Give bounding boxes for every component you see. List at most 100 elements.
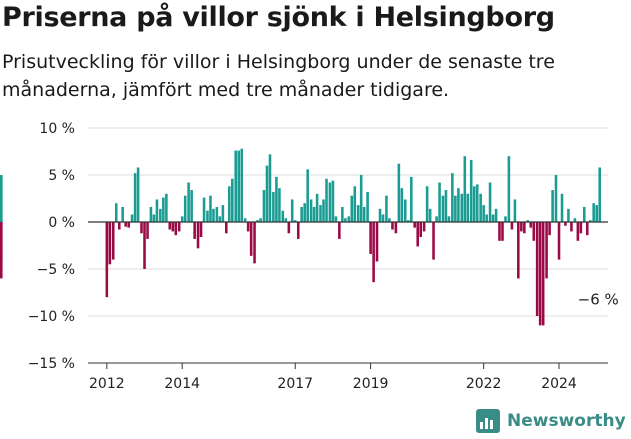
bar — [369, 222, 372, 254]
bar — [381, 214, 385, 222]
bar — [149, 206, 153, 222]
bar — [425, 186, 429, 222]
bar — [526, 220, 530, 222]
bar — [359, 175, 363, 222]
bar — [243, 218, 247, 222]
bar — [419, 222, 423, 238]
y-tick-label: 0 % — [48, 215, 75, 231]
bar — [315, 193, 319, 222]
bar — [501, 222, 504, 241]
bar — [545, 222, 548, 279]
bar — [196, 222, 200, 249]
bar — [567, 208, 570, 222]
x-tick-label: 2022 — [466, 376, 502, 392]
bar — [190, 190, 193, 222]
bar — [272, 191, 275, 222]
bar — [290, 199, 294, 222]
bar — [589, 220, 592, 222]
bar — [523, 222, 526, 234]
bar — [303, 203, 306, 222]
bar — [482, 205, 485, 222]
bar — [422, 222, 426, 232]
bar — [385, 195, 388, 222]
bar — [300, 206, 303, 222]
brand-name: Newsworthy — [507, 411, 626, 431]
bar — [366, 191, 369, 222]
bar — [378, 208, 382, 222]
bar — [225, 222, 228, 234]
y-tick-label: 10 % — [39, 121, 75, 137]
last-value-annotation: −6 % — [578, 290, 619, 308]
bar — [259, 218, 262, 222]
bar — [510, 222, 514, 230]
bar — [432, 222, 435, 260]
bar — [338, 222, 341, 239]
bar — [209, 195, 212, 222]
bar — [111, 222, 115, 260]
bar — [171, 222, 175, 232]
bar — [256, 220, 259, 222]
bar — [331, 180, 335, 222]
bar — [451, 173, 454, 222]
bar — [309, 199, 313, 222]
labels-layer: 10 % 5 % 0 % −5 % −10 % −15 % 2012 2014 2017 2019… — [28, 121, 619, 392]
bar — [416, 222, 419, 247]
bar — [548, 222, 551, 236]
bar — [133, 173, 137, 222]
bar — [165, 193, 168, 222]
bar — [162, 197, 165, 222]
bar — [275, 176, 278, 222]
bar — [319, 205, 322, 222]
bar — [513, 199, 517, 222]
bar — [598, 167, 601, 222]
bar — [397, 163, 401, 222]
bar — [231, 178, 234, 222]
bar — [322, 199, 325, 222]
bar — [498, 222, 501, 241]
bar — [394, 222, 398, 234]
bar — [253, 222, 256, 264]
bar — [0, 175, 3, 222]
bar — [312, 206, 316, 222]
bar — [585, 222, 589, 236]
bar — [407, 220, 410, 222]
bar — [127, 222, 130, 228]
bar — [124, 222, 127, 227]
bar — [234, 150, 237, 222]
bar — [551, 190, 554, 222]
bar — [400, 188, 404, 222]
y-tick-label: −10 % — [28, 309, 75, 325]
bar — [180, 216, 184, 222]
bar — [281, 210, 285, 222]
y-tick-label: −15 % — [28, 356, 75, 372]
bar — [218, 216, 222, 222]
bar — [177, 222, 181, 232]
bar — [143, 222, 146, 269]
bar — [249, 222, 253, 256]
bar — [293, 220, 297, 222]
bar — [428, 208, 432, 222]
bar — [529, 222, 533, 228]
bar — [475, 184, 479, 222]
bar — [532, 222, 536, 241]
bar — [570, 222, 573, 232]
bar — [535, 222, 539, 316]
bar — [212, 208, 215, 222]
bar — [362, 206, 366, 222]
bar — [557, 222, 561, 260]
x-tick-label: 2014 — [164, 376, 200, 392]
page-title: Priserna på villor sjönk i Helsingborg — [2, 2, 555, 33]
bar — [117, 222, 121, 230]
bar — [262, 190, 266, 222]
bar — [202, 197, 206, 222]
bar — [488, 182, 492, 222]
bar — [466, 193, 470, 222]
bar — [469, 159, 473, 222]
bar — [296, 222, 300, 239]
bar — [457, 188, 460, 222]
bar — [108, 222, 112, 265]
x-tick-label: 2012 — [89, 376, 125, 392]
bar — [265, 165, 269, 222]
axis-layer — [88, 221, 608, 369]
bar — [463, 156, 467, 222]
